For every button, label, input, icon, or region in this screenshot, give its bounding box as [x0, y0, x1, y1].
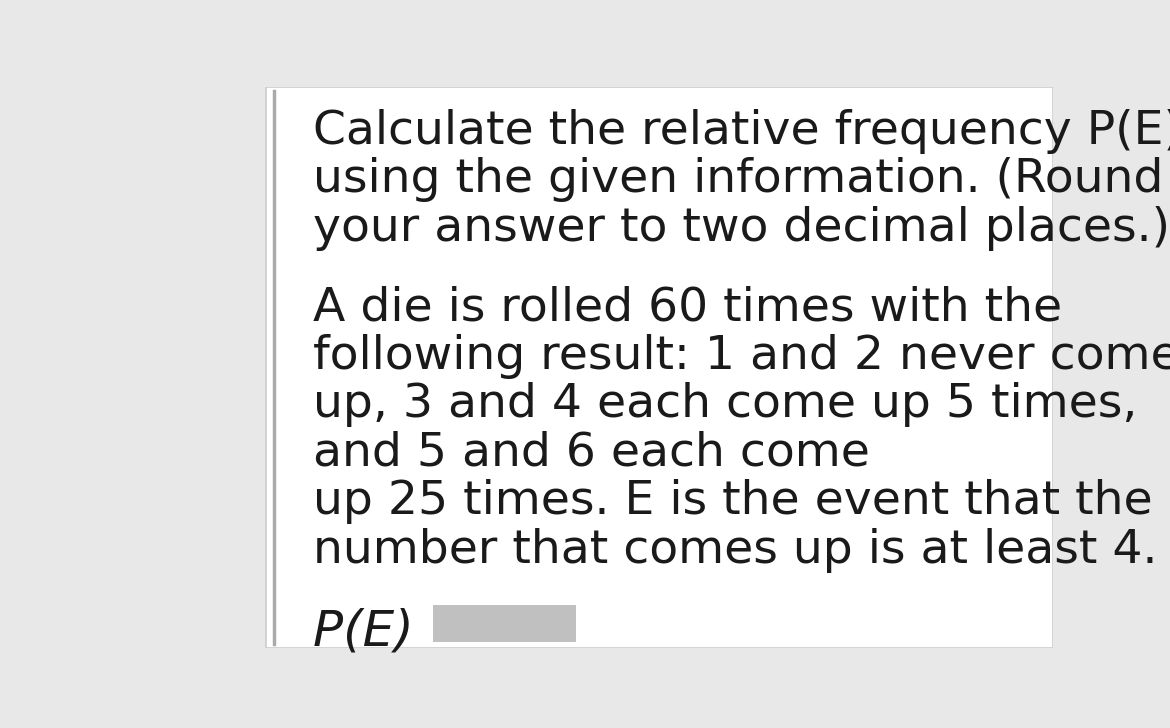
- Text: your answer to two decimal places.): your answer to two decimal places.): [312, 206, 1170, 251]
- Text: and 5 and 6 each come: and 5 and 6 each come: [312, 431, 869, 476]
- Text: Calculate the relative frequency P(E): Calculate the relative frequency P(E): [312, 109, 1170, 154]
- FancyBboxPatch shape: [433, 605, 577, 642]
- Text: up 25 times. E is the event that the: up 25 times. E is the event that the: [312, 479, 1152, 524]
- FancyBboxPatch shape: [267, 87, 1053, 648]
- Text: using the given information. (Round: using the given information. (Round: [312, 157, 1163, 202]
- Text: A die is rolled 60 times with the: A die is rolled 60 times with the: [312, 285, 1062, 331]
- Text: following result: 1 and 2 never come: following result: 1 and 2 never come: [312, 333, 1170, 379]
- Text: up, 3 and 4 each come up 5 times,: up, 3 and 4 each come up 5 times,: [312, 382, 1137, 427]
- Text: number that comes up is at least 4.: number that comes up is at least 4.: [312, 528, 1157, 573]
- Text: P(E) =: P(E) =: [312, 607, 472, 655]
